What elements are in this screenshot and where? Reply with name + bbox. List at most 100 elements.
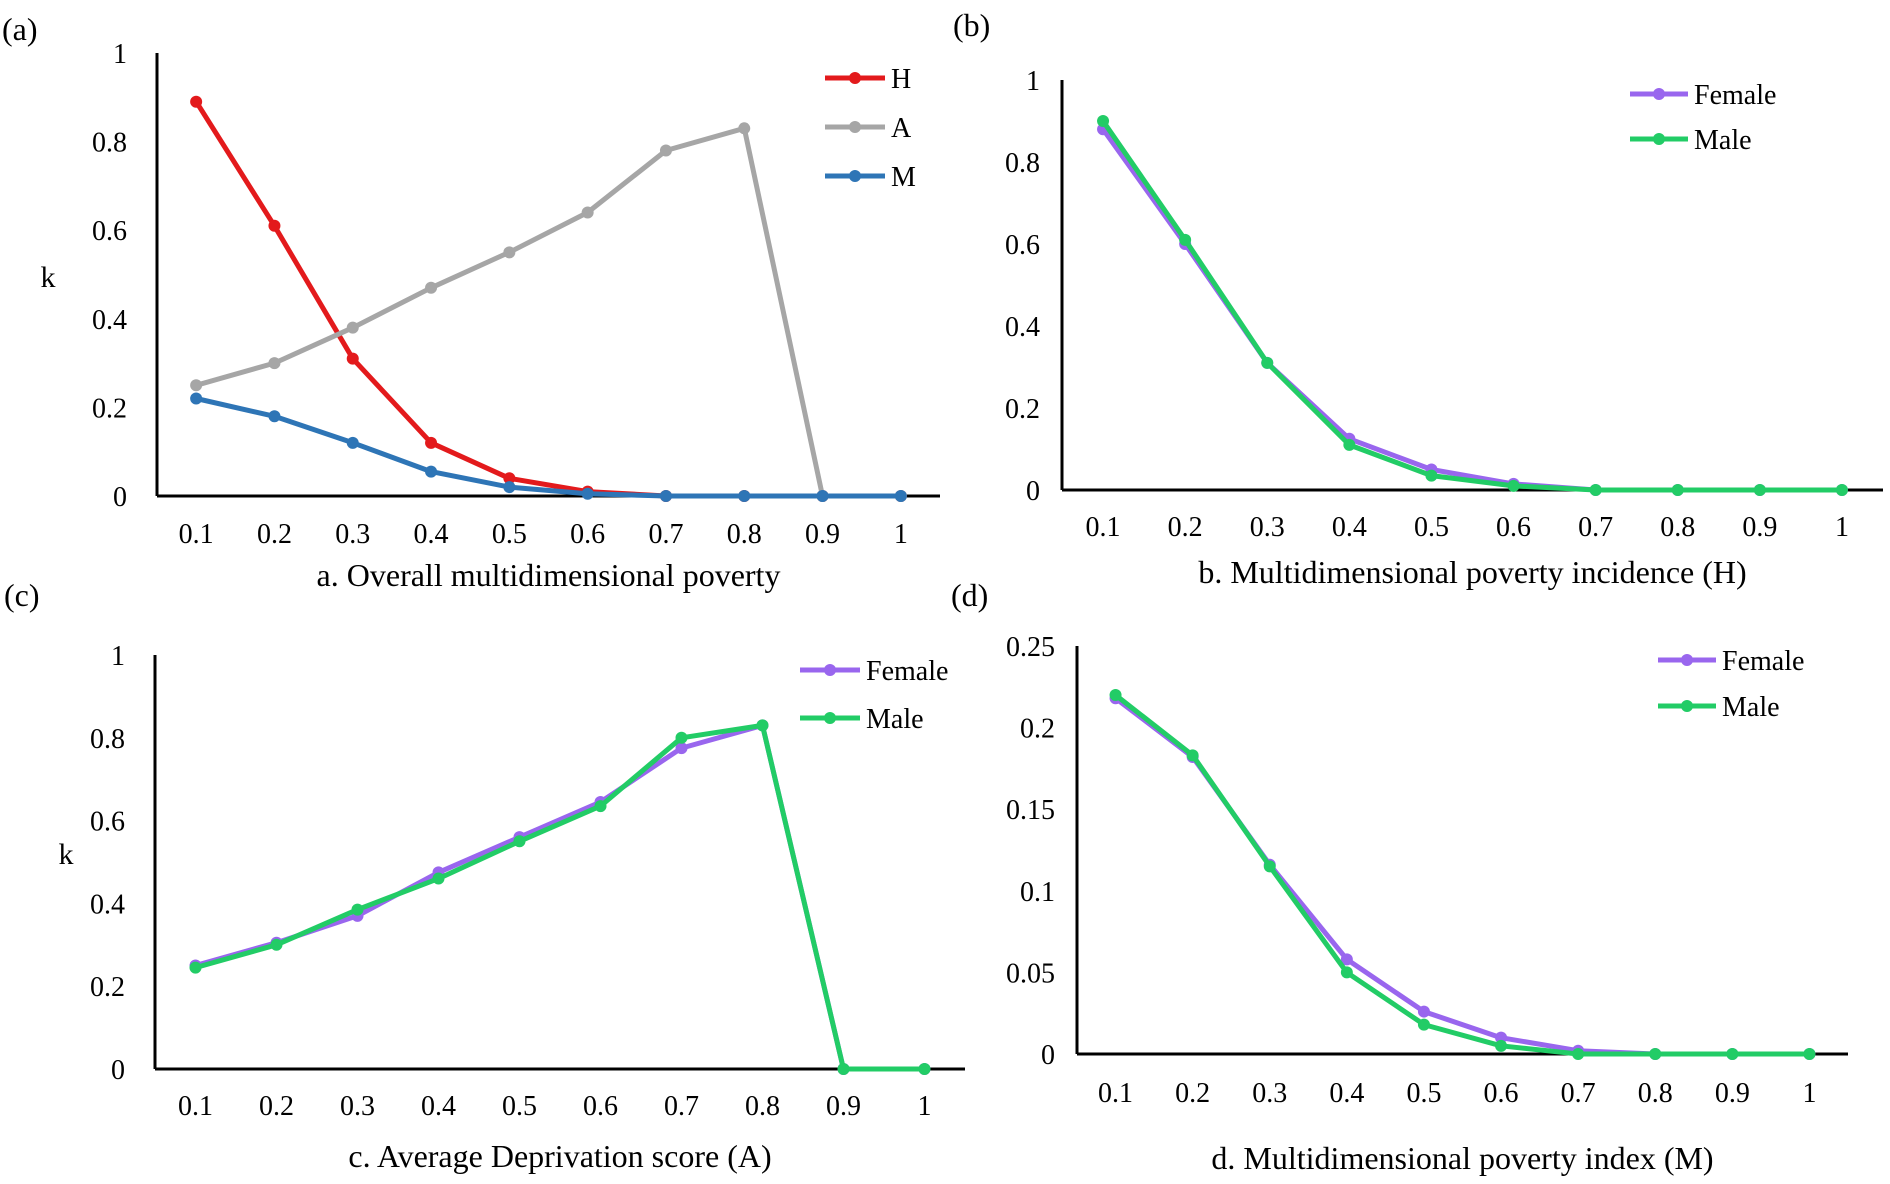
series-line [1100, 118, 1845, 493]
y-tick-label: 0.05 [1006, 958, 1055, 989]
x-tick-label: 0.3 [335, 519, 370, 550]
data-point [1495, 1039, 1508, 1052]
data-point [1340, 966, 1353, 979]
legend-label: Male [1694, 125, 1752, 156]
legend-label: Female [866, 656, 948, 687]
data-point [503, 481, 516, 494]
x-tick-label: 0.3 [1250, 512, 1285, 543]
legend-marker [849, 72, 861, 84]
x-tick-label: 1 [918, 1091, 932, 1122]
y-tick-label: 0.4 [1005, 312, 1040, 343]
x-tick-label: 0.8 [727, 519, 762, 550]
series-line [193, 722, 927, 1072]
data-point [1753, 484, 1766, 496]
data-point [189, 961, 202, 974]
series-line [1100, 126, 1845, 493]
x-tick-label: 0.4 [1329, 1078, 1364, 1109]
x-tick-label: 0.9 [805, 519, 840, 550]
series-line [193, 396, 904, 499]
legend-marker [824, 664, 836, 676]
data-point [1726, 1048, 1739, 1060]
x-tick-label: 0.4 [414, 519, 449, 550]
x-tick-label: 0.9 [826, 1091, 861, 1122]
data-point [1649, 1048, 1662, 1060]
x-tick-label: 0.3 [340, 1091, 375, 1122]
data-point [503, 246, 516, 259]
x-tick-label: 0.2 [1175, 1078, 1210, 1109]
data-point [425, 436, 438, 449]
y-tick-label: 0.25 [1006, 632, 1055, 663]
x-axis-title: a. Overall multidimensional poverty [317, 557, 781, 593]
y-tick-label: 0.1 [1020, 877, 1055, 908]
x-tick-label: 0.6 [1496, 512, 1531, 543]
legend-label: Female [1694, 80, 1776, 111]
data-point [1803, 1048, 1816, 1060]
x-tick-label: 0.1 [1086, 512, 1121, 543]
data-point [1417, 1018, 1430, 1031]
legend-marker [849, 121, 861, 133]
data-point [894, 490, 907, 502]
x-tick-label: 1 [1835, 512, 1849, 543]
panel-label: (b) [953, 7, 990, 43]
data-point [270, 938, 283, 951]
data-point [1179, 233, 1192, 246]
x-axis-title: c. Average Deprivation score (A) [348, 1138, 771, 1174]
data-point [425, 465, 438, 478]
data-point [756, 719, 769, 732]
series-female [189, 719, 931, 1075]
y-tick-label: 0.6 [90, 807, 125, 838]
legend: Female Male [800, 656, 948, 735]
chart-panel-2: (b) 0 0.2 0.4 0.6 0.8 1 0.1 0.2 0.3 0.4 0.5 0.6 0.7 0.… [953, 7, 1883, 590]
data-point [659, 144, 672, 157]
data-point [268, 357, 281, 370]
data-point [594, 800, 607, 813]
series-line [1113, 695, 1812, 1057]
series-m [190, 392, 907, 502]
panel-label: (c) [4, 577, 40, 613]
y-tick-label: 1 [113, 39, 127, 70]
y-axis-title: k [41, 261, 56, 294]
data-point [346, 321, 359, 334]
chart-panel-3: (c) 0 0.2 0.4 0.6 0.8 1 0.1 0.2 0.3 0.4 0.5 0.6 0.7 0.… [4, 577, 965, 1174]
series-male [189, 719, 931, 1075]
data-point [1589, 484, 1602, 496]
legend-marker [849, 170, 861, 182]
x-tick-label: 0.2 [259, 1091, 294, 1122]
data-point [675, 742, 688, 755]
x-tick-label: 0.6 [570, 519, 605, 550]
data-point [268, 410, 281, 423]
x-tick-label: 0.1 [1098, 1078, 1133, 1109]
legend: Female Male [1658, 646, 1804, 723]
y-tick-label: 0.8 [1005, 148, 1040, 179]
data-point [1343, 438, 1356, 451]
x-axis-title: b. Multidimensional poverty incidence (H… [1198, 554, 1746, 590]
legend-marker [1681, 654, 1693, 666]
series-male [1097, 115, 1848, 496]
data-point [1572, 1048, 1585, 1060]
data-point [190, 392, 203, 405]
data-point [837, 1063, 850, 1075]
series-line [193, 125, 904, 499]
series-h [190, 95, 907, 502]
panel-label: (d) [951, 577, 988, 613]
x-tick-label: 0.8 [1660, 512, 1695, 543]
legend-marker [1653, 133, 1665, 145]
x-tick-label: 0.5 [492, 519, 527, 550]
x-tick-label: 0.5 [1406, 1078, 1441, 1109]
data-point [659, 490, 672, 502]
legend-label: A [891, 113, 912, 144]
data-point [1186, 749, 1199, 762]
y-tick-label: 0.6 [1005, 230, 1040, 261]
y-tick-label: 0 [1026, 476, 1040, 507]
data-point [1263, 860, 1276, 873]
data-point [1109, 688, 1122, 701]
x-tick-label: 0.7 [648, 519, 683, 550]
x-tick-label: 0.8 [745, 1091, 780, 1122]
x-tick-label: 0.7 [1561, 1078, 1596, 1109]
x-tick-label: 1 [894, 519, 908, 550]
y-tick-label: 0.2 [1020, 714, 1055, 745]
data-point [1671, 484, 1684, 496]
y-tick-label: 0.4 [92, 305, 127, 336]
x-tick-label: 0.3 [1252, 1078, 1287, 1109]
